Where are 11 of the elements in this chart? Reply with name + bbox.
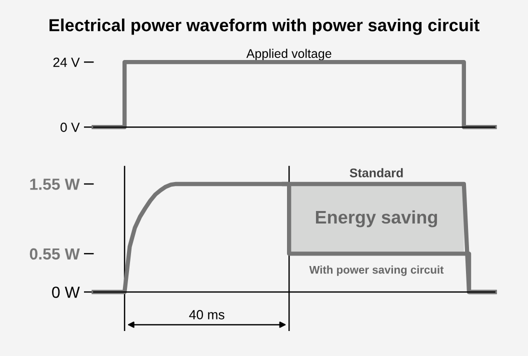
series-label: Standard	[350, 168, 403, 178]
chart-title: Electrical power waveform with power saving circuit	[50, 18, 480, 35]
y-tick-label: 24 V	[53, 58, 80, 67]
series-label: Applied voltage	[246, 48, 332, 60]
series-label: With power saving circuit	[309, 266, 444, 276]
text: 40 ms	[189, 310, 224, 320]
y-tick-label: 0 V	[60, 122, 80, 132]
y-tick-label: 0 W	[52, 286, 80, 298]
y-tick-label: 1.55 W	[30, 178, 80, 190]
y-tick-label: 0.55 W	[30, 248, 80, 260]
annotation: Energy saving	[316, 210, 437, 228]
